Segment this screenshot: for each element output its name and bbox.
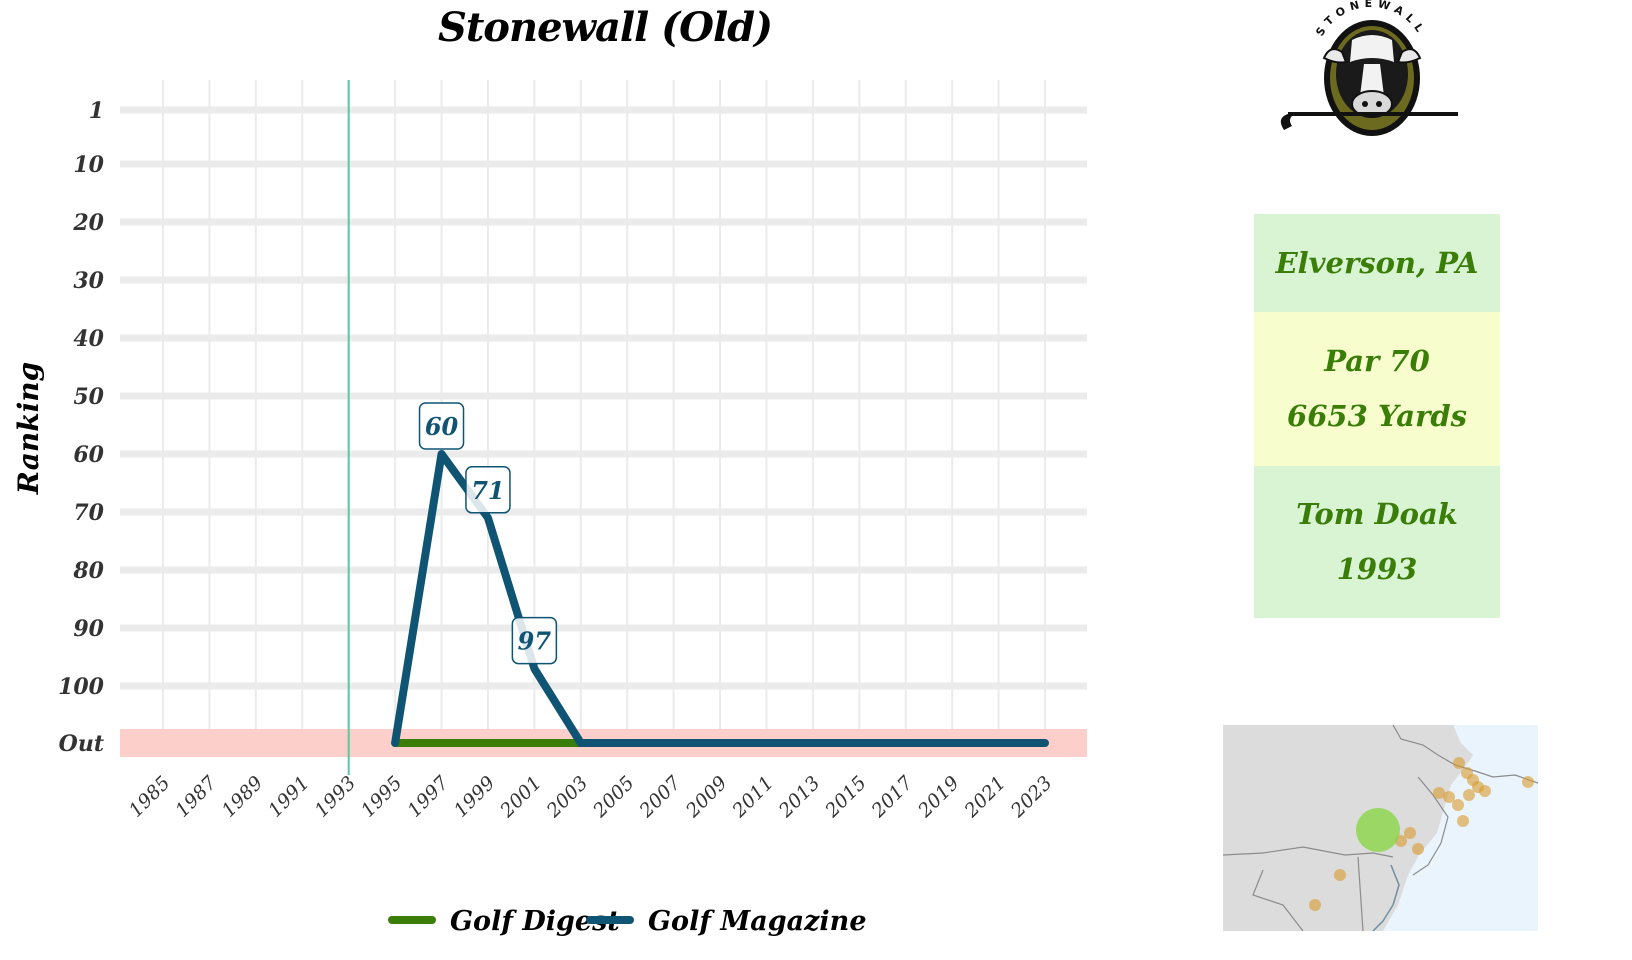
x-tick-label: 2003 xyxy=(542,772,592,822)
y-tick-label: 40 xyxy=(73,326,104,352)
y-tick-label: Out xyxy=(59,731,104,757)
data-label-box xyxy=(418,402,465,450)
legend-label-golf-magazine: Golf Magazine xyxy=(648,906,867,937)
x-tick-label: 2013 xyxy=(774,772,824,822)
x-tick-label: 1985 xyxy=(125,772,175,822)
x-tick-label: 1987 xyxy=(171,771,221,821)
y-tick-label: 90 xyxy=(73,616,104,642)
x-tick-label: 1991 xyxy=(264,772,314,822)
grid-layer xyxy=(120,80,1087,757)
yardage-text: 6653 Yards xyxy=(1287,399,1467,433)
data-label-box xyxy=(511,616,558,665)
y-axis-label: Ranking xyxy=(12,362,45,495)
y-tick-labels: 1 10 20 30 40 50 60 70 80 90 100 Out xyxy=(58,98,105,757)
data-label-text: 71 xyxy=(471,476,504,505)
x-tick-label: 1997 xyxy=(403,771,453,821)
x-tick-label: 1989 xyxy=(218,772,268,822)
x-tick-label: 1995 xyxy=(357,772,407,822)
architect-box: Tom Doak 1993 xyxy=(1254,466,1500,618)
x-tick-label: 2005 xyxy=(588,772,638,822)
x-tick-label: 2007 xyxy=(635,771,686,822)
x-tick-label: 2009 xyxy=(681,772,731,822)
x-tick-label: 2017 xyxy=(867,771,918,822)
data-label-text: 60 xyxy=(425,412,459,441)
chart-title: Stonewall (Old) xyxy=(437,4,773,51)
y-tick-label: 60 xyxy=(73,442,104,468)
x-tick-label: 2001 xyxy=(495,772,545,822)
x-tick-label: 1993 xyxy=(310,772,360,822)
club-logo: STONEWALL xyxy=(1280,0,1458,136)
x-tick-label: 2019 xyxy=(913,772,963,822)
data-label: 97 xyxy=(511,616,558,665)
data-label: 60 xyxy=(418,402,465,450)
y-tick-label: 70 xyxy=(73,500,104,526)
x-tick-label: 2023 xyxy=(1006,772,1056,822)
par-text: Par 70 xyxy=(1324,344,1430,378)
y-tick-label: 10 xyxy=(73,152,104,178)
y-tick-label: 1 xyxy=(89,98,104,124)
data-label-box xyxy=(465,466,511,514)
golf-magazine-line xyxy=(391,450,1049,747)
x-tick-label: 1999 xyxy=(450,772,500,822)
data-label: 71 xyxy=(465,466,511,514)
year-text: 1993 xyxy=(1336,552,1418,586)
data-label-text: 97 xyxy=(518,627,552,656)
y-tick-label: 30 xyxy=(73,268,104,294)
x-tick-labels: 1985198719891991199319951997199920012003… xyxy=(125,771,1057,822)
y-tick-label: 100 xyxy=(58,674,105,700)
location-box: Elverson, PA xyxy=(1254,214,1500,312)
x-tick-label: 2015 xyxy=(820,772,870,822)
y-tick-label: 50 xyxy=(73,384,104,410)
par-yardage-box: Par 70 6653 Yards xyxy=(1254,312,1500,466)
x-tick-label: 2021 xyxy=(960,772,1010,822)
architect-text: Tom Doak xyxy=(1296,497,1458,531)
legend: Golf Digest Golf Magazine xyxy=(388,906,867,937)
location-map xyxy=(1223,725,1538,931)
data-labels: 60 71 97 xyxy=(418,402,558,665)
location-text: Elverson, PA xyxy=(1275,245,1479,280)
y-tick-label: 80 xyxy=(72,558,104,584)
y-tick-label: 20 xyxy=(72,210,104,236)
x-tick-label: 2011 xyxy=(728,772,778,822)
series-layer xyxy=(391,450,1049,747)
